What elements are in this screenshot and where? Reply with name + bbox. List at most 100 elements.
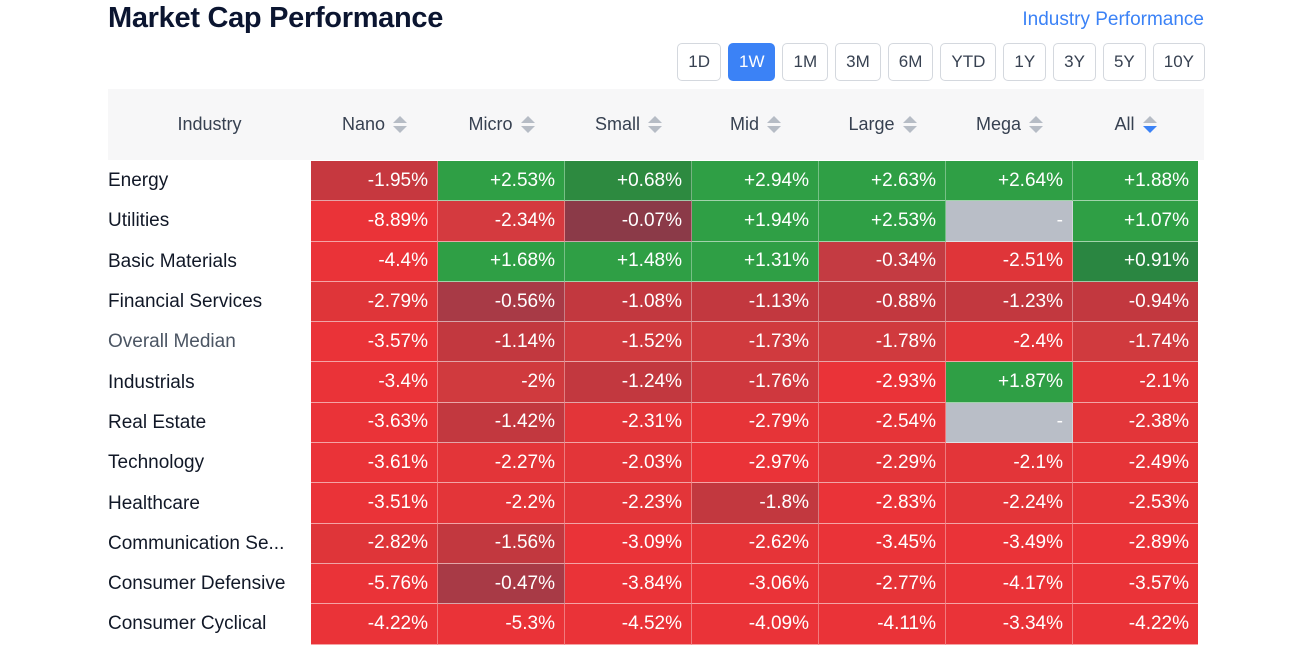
period-button-1d[interactable]: 1D: [677, 43, 721, 81]
sort-down-icon: [520, 126, 535, 133]
performance-cell-mid: +1.31%: [692, 241, 819, 282]
performance-cell-nano: -3.51%: [311, 483, 438, 524]
period-button-ytd[interactable]: YTD: [940, 43, 997, 81]
period-button-1y[interactable]: 1Y: [1003, 43, 1047, 81]
column-header-small[interactable]: Small: [565, 114, 692, 135]
performance-cell-small: -1.24%: [565, 362, 692, 403]
performance-cell-large: -4.11%: [819, 604, 946, 645]
period-button-5y[interactable]: 5Y: [1102, 43, 1146, 81]
industry-name[interactable]: Utilities: [108, 210, 170, 232]
performance-cell-mid: -1.76%: [692, 362, 819, 403]
performance-cell-small: -2.31%: [565, 402, 692, 444]
performance-cell-mid: +1.94%: [692, 201, 819, 242]
performance-cell-micro: -0.56%: [438, 281, 565, 323]
column-header-micro[interactable]: Micro: [438, 114, 565, 135]
industry-name[interactable]: Financial Services: [108, 291, 263, 313]
performance-cell-all: -2.38%: [1073, 402, 1198, 444]
period-button-3y[interactable]: 3Y: [1053, 43, 1096, 81]
performance-cell-mid: +2.94%: [692, 161, 819, 202]
performance-cell-large: -2.93%: [819, 362, 946, 403]
industry-name[interactable]: Communication Se...: [108, 532, 285, 554]
industry-name[interactable]: Healthcare: [108, 492, 200, 514]
table-row: Industrials -3.4% -2% -1.24% -1.76% -2.93% +1.…: [108, 362, 1204, 403]
sort-up-icon: [1142, 116, 1157, 123]
column-header-label: Large: [848, 114, 895, 134]
industry-name[interactable]: Consumer Defensive: [108, 573, 286, 595]
column-header-label: Nano: [341, 114, 386, 134]
performance-cell-mega: -1.23%: [946, 281, 1073, 323]
performance-cell-nano: -3.63%: [311, 402, 438, 444]
column-header-large[interactable]: Large: [819, 114, 946, 135]
performance-cell-nano: -2.82%: [311, 523, 438, 564]
sort-up-icon: [393, 116, 408, 123]
performance-cell-nano: -3.61%: [311, 443, 438, 484]
sort-down-icon: [902, 126, 917, 133]
performance-cell-all: -0.94%: [1073, 281, 1198, 323]
industry-name[interactable]: Real Estate: [108, 411, 207, 433]
performance-cell-micro: -2.34%: [438, 201, 565, 242]
period-button-1w[interactable]: 1W: [727, 43, 776, 81]
industry-name[interactable]: Technology: [108, 452, 205, 474]
performance-cell-mid: -3.06%: [692, 563, 819, 605]
industry-name[interactable]: Consumer Cyclical: [108, 613, 267, 635]
performance-cell-mega: -2.4%: [946, 322, 1073, 363]
column-header-industry[interactable]: Industry: [108, 114, 311, 135]
performance-cell-mega: +2.64%: [946, 161, 1073, 202]
performance-cell-all: -2.89%: [1073, 523, 1198, 564]
performance-cell-nano: -3.4%: [311, 362, 438, 403]
performance-cell-large: -2.29%: [819, 443, 946, 484]
performance-cell-mega: -2.24%: [946, 483, 1073, 524]
performance-cell-small: -3.84%: [565, 563, 692, 605]
column-header-mid[interactable]: Mid: [692, 114, 819, 135]
table-row: Overall Median -3.57% -1.14% -1.52% -1.73% -1…: [108, 322, 1204, 363]
industry-performance-link[interactable]: Industry Performance: [1022, 9, 1204, 30]
performance-cell-mid: -1.13%: [692, 281, 819, 323]
industry-name[interactable]: Basic Materials: [108, 250, 237, 272]
table-body: Energy -1.95% +2.53% +0.68% +2.94% +2.63% +2.6…: [108, 161, 1204, 645]
period-button-1m[interactable]: 1M: [782, 43, 829, 81]
table-row: Technology -3.61% -2.27% -2.03% -2.97% -2.29%…: [108, 443, 1204, 484]
industry-name[interactable]: Energy: [108, 170, 169, 192]
performance-cell-large: -2.83%: [819, 483, 946, 524]
industry-name[interactable]: Industrials: [108, 371, 195, 393]
table-row: Healthcare -3.51% -2.2% -2.23% -1.8% -2.83% -2…: [108, 483, 1204, 524]
performance-cell-large: -3.45%: [819, 523, 946, 564]
table-row: Basic Materials -4.4% +1.68% +1.48% +1.31% -0…: [108, 241, 1204, 282]
column-header-label: All: [1114, 114, 1135, 134]
performance-cell-mega: -3.49%: [946, 523, 1073, 564]
sort-icon: [393, 116, 408, 133]
performance-cell-nano: -4.22%: [311, 604, 438, 645]
period-button-10y[interactable]: 10Y: [1152, 43, 1205, 81]
performance-cell-mega: -: [946, 201, 1073, 242]
column-header-mega[interactable]: Mega: [946, 114, 1073, 135]
performance-cell-mega: -3.34%: [946, 604, 1073, 645]
performance-cell-all: +1.88%: [1073, 161, 1198, 202]
period-button-6m[interactable]: 6M: [887, 43, 934, 81]
performance-cell-all: -3.57%: [1073, 563, 1198, 605]
performance-cell-micro: -2.2%: [438, 483, 565, 524]
sort-up-icon: [648, 116, 662, 123]
performance-cell-large: +2.63%: [819, 161, 946, 202]
period-button-3m[interactable]: 3M: [835, 43, 881, 81]
sort-up-icon: [767, 116, 781, 123]
performance-cell-large: +2.53%: [819, 201, 946, 242]
performance-cell-mega: -4.17%: [946, 563, 1073, 605]
performance-cell-small: -2.03%: [565, 443, 692, 484]
performance-cell-nano: -5.76%: [311, 563, 438, 605]
performance-cell-small: -1.08%: [565, 281, 692, 323]
performance-cell-micro: +1.68%: [438, 241, 565, 282]
sort-down-icon: [1142, 126, 1157, 133]
column-header-all[interactable]: All: [1073, 114, 1198, 135]
performance-cell-nano: -4.4%: [311, 241, 438, 282]
performance-cell-mid: -1.8%: [692, 483, 819, 524]
performance-cell-all: -4.22%: [1073, 604, 1198, 645]
column-header-label: Small: [594, 114, 640, 134]
performance-cell-nano: -3.57%: [311, 322, 438, 363]
sort-up-icon: [902, 116, 917, 123]
performance-cell-mid: -1.73%: [692, 322, 819, 363]
performance-cell-mid: -2.62%: [692, 523, 819, 564]
column-header-nano[interactable]: Nano: [311, 114, 438, 135]
performance-cell-small: -1.52%: [565, 322, 692, 363]
sort-down-icon: [1029, 126, 1044, 133]
period-selector: 1D 1W 1M 3M 6M YTD 1Y 3Y 5Y 10Y: [677, 43, 1205, 81]
